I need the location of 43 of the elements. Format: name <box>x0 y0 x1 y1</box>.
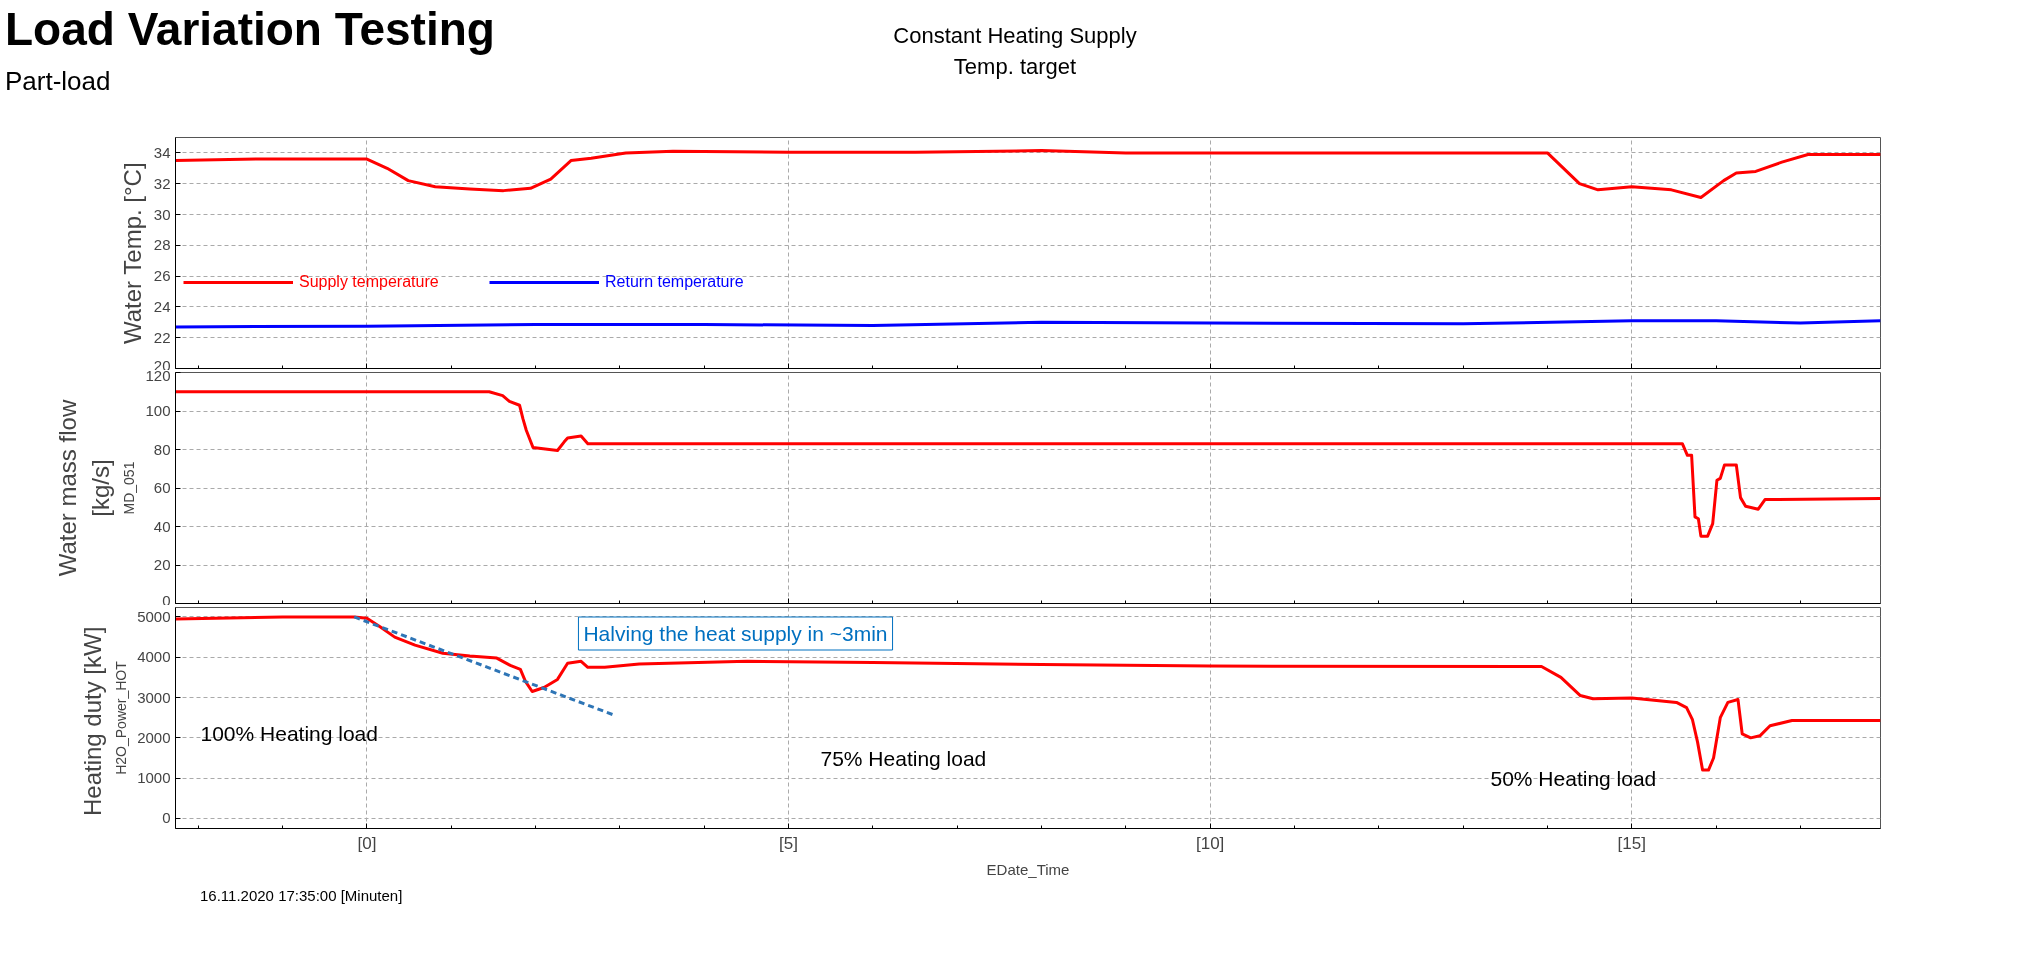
text: 16.11.2020 17:35:00 [Minuten] <box>200 887 403 904</box>
y-tick-label: 4000 <box>137 648 171 666</box>
y-tick-label: 40 <box>153 517 171 535</box>
y-tick-label: 32 <box>153 174 171 192</box>
y-tick-label: 0 <box>162 809 171 827</box>
annotation: 100% Heating load <box>200 722 378 745</box>
text: Return temperature <box>605 273 744 292</box>
chart-title: Load Variation Testing <box>5 3 495 55</box>
line-series <box>175 390 1881 538</box>
x-tick-label: [10] <box>1195 833 1225 853</box>
line-series <box>175 319 1881 329</box>
y-tick-label: 34 <box>153 143 171 161</box>
y-tick-label: 22 <box>153 328 171 346</box>
y-tick-label: 60 <box>153 479 171 496</box>
y-tick-label: 3000 <box>137 688 171 706</box>
y-tick-label: 5000 <box>137 607 171 625</box>
y-tick-label: 100 <box>145 402 171 419</box>
y-axis-title: Water Temp. [°C] <box>118 162 146 345</box>
y-tick-label: 26 <box>153 267 171 285</box>
x-tick-label: [0] <box>357 833 377 853</box>
x-tick-label: [15] <box>1617 833 1646 853</box>
annotation: 75% Heating load <box>820 747 987 770</box>
text: H2O_Power_HOT <box>113 660 130 775</box>
y-tick-label: 28 <box>153 236 171 254</box>
y-tick-label: 0 <box>162 591 171 609</box>
text: MD_051 <box>121 461 138 515</box>
line-series <box>175 149 1881 200</box>
x-axis-title: EDate_Time <box>986 860 1070 878</box>
text: Supply temperature <box>299 273 439 292</box>
y-tick-label: 24 <box>153 297 171 315</box>
line-series <box>175 615 1881 772</box>
y-axis-title: Water mass flow [kg/s] <box>54 399 114 577</box>
y-tick-label: 20 <box>153 556 171 573</box>
chart-subtitle: Part-load <box>5 65 112 98</box>
y-tick-label: 1000 <box>137 769 171 787</box>
x-tick-label: [5] <box>779 833 798 853</box>
y-axis-title: Heating duty [kW] <box>78 626 106 817</box>
annotation: Halving the heat supply in ~3min <box>583 622 888 645</box>
text: Constant Heating Supply Temp. target <box>892 22 1138 82</box>
annotation: 50% Heating load <box>1490 767 1657 790</box>
y-tick-label: 80 <box>153 440 171 458</box>
y-tick-label: 30 <box>153 205 171 223</box>
y-tick-label: 2000 <box>137 728 171 746</box>
